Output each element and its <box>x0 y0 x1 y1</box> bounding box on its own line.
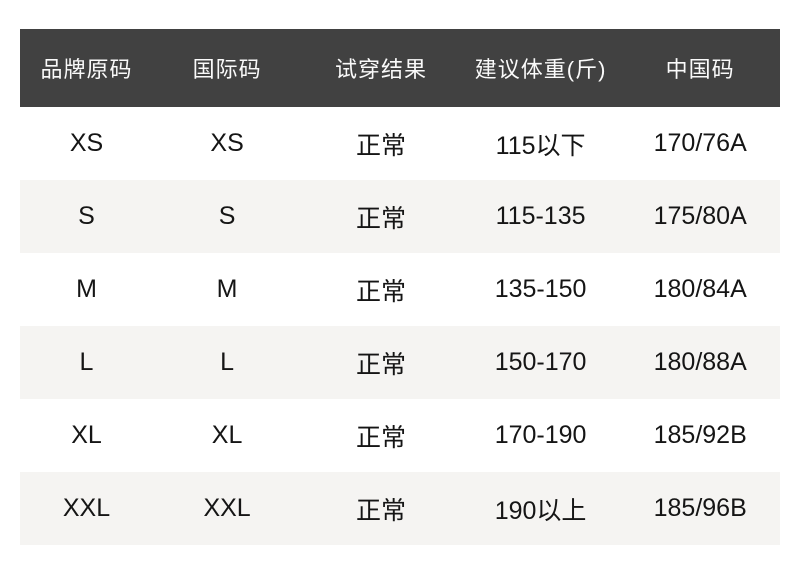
cell-fit-result: 正常 <box>301 107 461 180</box>
table-row-xs: XS XS 正常 115以下 170/76A <box>20 107 780 180</box>
table-row-l: L L 正常 150-170 180/88A <box>20 326 780 399</box>
cell-intl-size: XXL <box>153 472 302 545</box>
table-row-xl: XL XL 正常 170-190 185/92B <box>20 399 780 472</box>
cell-fit-result: 正常 <box>301 472 461 545</box>
cell-fit-result: 正常 <box>301 253 461 326</box>
size-chart: 品牌原码 国际码 试穿结果 建议体重(斤) 中国码 XS XS 正常 115以下… <box>20 29 780 545</box>
cell-intl-size: L <box>153 326 302 399</box>
cell-fit-result: 正常 <box>301 399 461 472</box>
cell-weight: 115以下 <box>460 107 621 180</box>
column-header-brand-size: 品牌原码 <box>20 29 153 107</box>
table-row-xxl: XXL XXL 正常 190以上 185/96B <box>20 472 780 545</box>
cell-china-size: 185/92B <box>620 399 780 472</box>
cell-intl-size: XL <box>153 399 302 472</box>
cell-brand-size: XL <box>20 399 153 472</box>
table-row-s: S S 正常 115-135 175/80A <box>20 180 780 253</box>
cell-china-size: 180/84A <box>620 253 780 326</box>
cell-weight: 190以上 <box>460 472 621 545</box>
cell-fit-result: 正常 <box>301 180 461 253</box>
cell-fit-result: 正常 <box>301 326 461 399</box>
cell-brand-size: M <box>20 253 153 326</box>
cell-weight: 135-150 <box>460 253 621 326</box>
column-header-china-size: 中国码 <box>620 29 780 107</box>
cell-intl-size: M <box>153 253 302 326</box>
column-header-intl-size: 国际码 <box>153 29 302 107</box>
column-header-weight: 建议体重(斤) <box>460 29 621 107</box>
cell-china-size: 185/96B <box>620 472 780 545</box>
cell-intl-size: XS <box>153 107 302 180</box>
cell-china-size: 175/80A <box>620 180 780 253</box>
cell-brand-size: S <box>20 180 153 253</box>
cell-weight: 170-190 <box>460 399 621 472</box>
cell-brand-size: L <box>20 326 153 399</box>
cell-china-size: 170/76A <box>620 107 780 180</box>
column-header-fit-result: 试穿结果 <box>301 29 461 107</box>
cell-brand-size: XS <box>20 107 153 180</box>
cell-weight: 150-170 <box>460 326 621 399</box>
table-row-m: M M 正常 135-150 180/84A <box>20 253 780 326</box>
header-row: 品牌原码 国际码 试穿结果 建议体重(斤) 中国码 <box>20 29 780 107</box>
size-chart-table: 品牌原码 国际码 试穿结果 建议体重(斤) 中国码 XS XS 正常 115以下… <box>20 29 780 545</box>
cell-brand-size: XXL <box>20 472 153 545</box>
cell-china-size: 180/88A <box>620 326 780 399</box>
cell-intl-size: S <box>153 180 302 253</box>
cell-weight: 115-135 <box>460 180 621 253</box>
